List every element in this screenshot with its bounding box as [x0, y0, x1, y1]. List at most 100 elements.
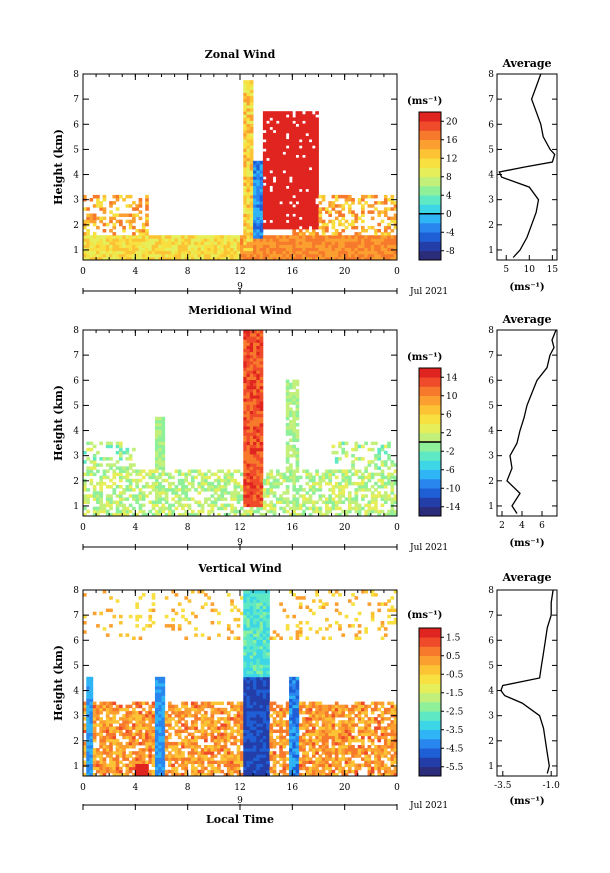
heatmap-cell: [115, 500, 120, 504]
heatmap-cell: [390, 229, 395, 233]
heatmap-cell: [158, 426, 162, 430]
heatmap-cell: [154, 485, 159, 489]
heatmap-cell: [383, 500, 388, 504]
heatmap-cell: [197, 500, 202, 504]
heatmap-cell: [256, 419, 261, 424]
heatmap-cell: [240, 701, 244, 706]
heatmap-cell: [115, 766, 120, 771]
heatmap-cell: [305, 241, 310, 245]
heatmap-cell: [171, 769, 175, 774]
heatmap-cell: [253, 667, 257, 671]
heatmap-cell: [246, 398, 251, 402]
heatmap-cell: [256, 416, 261, 421]
heatmap-cell: [187, 745, 192, 749]
heatmap-cell: [233, 714, 238, 718]
heatmap-cell: [194, 235, 198, 239]
heatmap-cell: [105, 633, 110, 637]
heatmap-cell: [99, 494, 104, 498]
heatmap-cell: [154, 503, 159, 508]
heatmap-cell: [279, 256, 283, 260]
heatmap-cell: [253, 683, 257, 687]
heatmap-cell: [282, 139, 287, 143]
heatmap-cell: [138, 244, 143, 248]
heatmap-cell: [210, 769, 215, 774]
heatmap-cell: [361, 485, 365, 489]
heatmap-cell: [148, 707, 153, 712]
heatmap-cell: [99, 478, 104, 483]
heatmap-cell: [266, 481, 270, 486]
heatmap-cell: [83, 481, 87, 486]
heatmap-cell: [112, 488, 117, 492]
heatmap-cell: [338, 500, 342, 504]
heatmap-cell: [298, 207, 303, 211]
heatmap-cell: [168, 253, 172, 258]
y-tick-label: 1: [73, 246, 79, 256]
heatmap-cell: [292, 485, 296, 489]
heatmap-cell: [302, 207, 306, 211]
heatmap-cell: [89, 732, 94, 737]
heatmap-cell: [318, 497, 323, 501]
heatmap-cell: [151, 704, 156, 709]
heatmap-cell: [259, 429, 264, 433]
heatmap-cell: [96, 235, 100, 239]
heatmap-cell: [220, 244, 225, 248]
heatmap-cell: [89, 695, 94, 699]
heatmap-cell: [207, 748, 211, 752]
heatmap-cell: [374, 235, 378, 239]
heatmap-cell: [112, 710, 117, 715]
heatmap-cell: [236, 256, 241, 260]
heatmap-cell: [334, 494, 339, 498]
heatmap-cell: [305, 481, 310, 486]
heatmap-cell: [135, 247, 139, 252]
heatmap-cell: [194, 710, 198, 715]
heatmap-cell: [132, 766, 136, 771]
heatmap-cell: [308, 170, 313, 174]
heatmap-cell: [246, 760, 251, 764]
heatmap-cell: [194, 714, 198, 718]
heatmap-cell: [145, 772, 149, 776]
heatmap-cell: [354, 481, 359, 486]
heatmap-cell: [269, 167, 274, 171]
heatmap-cell: [311, 500, 316, 504]
heatmap-cell: [275, 198, 280, 202]
heatmap-cell: [161, 726, 166, 730]
heatmap-cell: [122, 720, 126, 724]
heatmap-cell: [259, 488, 264, 492]
heatmap-cell: [249, 373, 254, 377]
heatmap-cell: [226, 735, 231, 740]
colorbar-tick-label: -6: [446, 466, 455, 476]
heatmap-cell: [158, 447, 162, 452]
colorbar-tick-label: 2: [446, 429, 452, 439]
heatmap-cell: [161, 491, 166, 495]
heatmap-cell: [148, 704, 153, 709]
heatmap-cell: [262, 241, 267, 245]
heatmap-cell: [266, 238, 270, 242]
heatmap-cell: [370, 225, 375, 230]
heatmap-cell: [243, 636, 247, 640]
heatmap-cell: [158, 714, 162, 718]
heatmap-cell: [256, 509, 261, 514]
heatmap-cell: [344, 454, 349, 458]
heatmap-cell: [184, 503, 189, 508]
heatmap-cell: [102, 244, 107, 248]
heatmap-cell: [135, 704, 139, 709]
heatmap-cell: [315, 225, 319, 230]
heatmap-cell: [102, 457, 107, 461]
heatmap-cell: [285, 250, 290, 255]
heatmap-cell: [344, 450, 349, 455]
heatmap-cell: [243, 256, 247, 260]
heatmap-cell: [122, 469, 126, 473]
heatmap-cell: [253, 204, 257, 208]
heatmap-cell: [138, 216, 143, 221]
heatmap-cell: [253, 745, 257, 749]
heatmap-cell: [112, 194, 117, 199]
heatmap-cell: [321, 472, 326, 477]
heatmap-cell: [109, 763, 113, 768]
heatmap-cell: [243, 738, 247, 743]
heatmap-cell: [109, 720, 113, 724]
heatmap-cell: [393, 241, 397, 245]
heatmap-cell: [92, 701, 97, 706]
heatmap-cell: [305, 475, 310, 480]
y-tick-label: 3: [73, 196, 79, 206]
heatmap-cell: [256, 735, 261, 740]
